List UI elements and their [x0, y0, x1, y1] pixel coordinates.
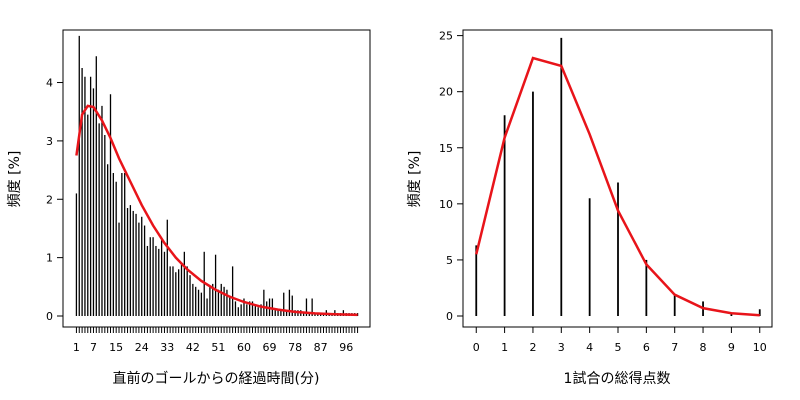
left-x-axis-title: 直前のゴールからの経過時間(分) [113, 370, 320, 387]
x-tick-label-96: 96 [339, 341, 353, 354]
left-fit-line [75, 104, 358, 317]
right-fit-line [475, 56, 760, 317]
y-tick-label-15: 15 [439, 142, 453, 155]
x-tick-label-8: 8 [700, 341, 707, 354]
y-tick-label-10: 10 [439, 198, 453, 211]
y-tick-label-1: 1 [46, 252, 53, 265]
left-plot-frame [62, 29, 371, 328]
x-tick-label-60: 60 [237, 341, 251, 354]
x-tick-label-51: 51 [211, 341, 225, 354]
x-tick-label-15: 15 [109, 341, 123, 354]
x-tick-label-24: 24 [135, 341, 149, 354]
x-tick-label-1: 1 [73, 341, 80, 354]
x-tick-label-3: 3 [558, 341, 565, 354]
y-tick-label-0: 0 [446, 310, 453, 323]
right-x-axis-title: 1試合の総得点数 [564, 370, 671, 387]
x-tick-label-4: 4 [586, 341, 593, 354]
x-tick-label-2: 2 [529, 341, 536, 354]
x-tick-label-7: 7 [671, 341, 678, 354]
x-tick-label-10: 10 [753, 341, 767, 354]
x-tick-label-5: 5 [615, 341, 622, 354]
x-tick-label-69: 69 [263, 341, 277, 354]
y-tick-label-0: 0 [46, 310, 53, 323]
x-tick-label-7: 7 [90, 341, 97, 354]
left-bars-group [75, 35, 359, 316]
right-chart: 0 5 10 15 20 25 0 1 2 3 4 5 6 7 8 9 10 1試合の総得点数 頻度 [%] [407, 29, 773, 387]
right-bars-group [475, 37, 761, 316]
left-y-axis-title: 頻度 [%] [7, 151, 23, 208]
y-tick-label-2: 2 [46, 193, 53, 206]
x-tick-label-9: 9 [728, 341, 735, 354]
y-tick-label-20: 20 [439, 86, 453, 99]
x-tick-label-1: 1 [501, 341, 508, 354]
x-tick-label-78: 78 [288, 341, 302, 354]
y-tick-label-25: 25 [439, 30, 453, 43]
right-y-axis-title: 頻度 [%] [407, 151, 423, 208]
y-tick-label-3: 3 [46, 135, 53, 148]
right-axes-group: 0 5 10 15 20 25 0 1 2 3 4 5 6 7 8 9 10 [439, 30, 767, 354]
x-tick-label-0: 0 [473, 341, 480, 354]
y-tick-label-5: 5 [446, 254, 453, 267]
x-tick-label-87: 87 [314, 341, 328, 354]
x-tick-label-33: 33 [160, 341, 174, 354]
y-tick-label-4: 4 [46, 77, 53, 90]
x-tick-label-6: 6 [643, 341, 650, 354]
x-tick-label-42: 42 [186, 341, 200, 354]
